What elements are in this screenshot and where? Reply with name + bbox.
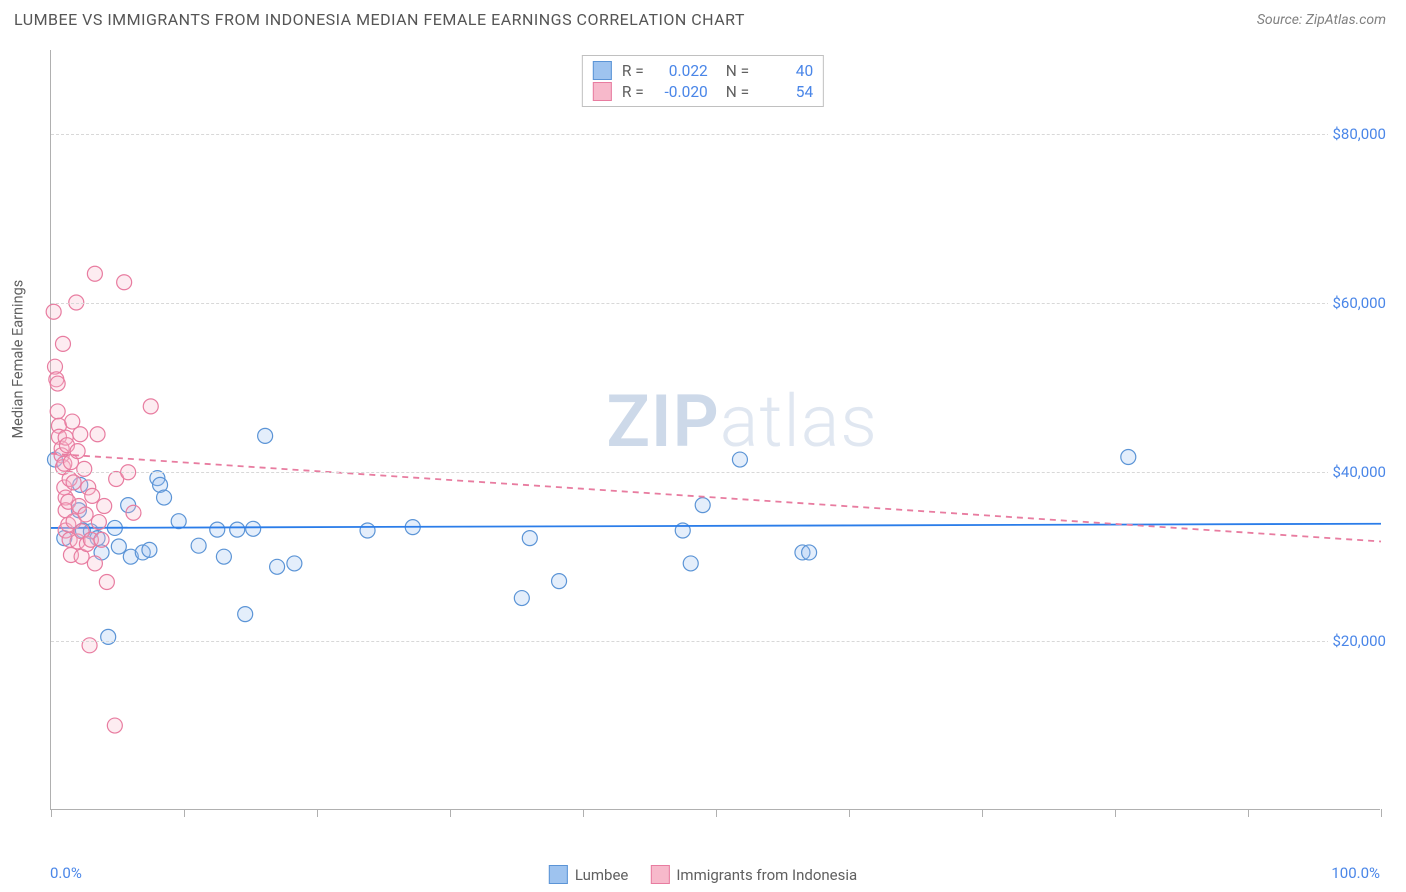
correlation-legend-row: R = 0.022 N = 40 xyxy=(593,60,813,81)
x-tick xyxy=(982,809,983,817)
x-tick xyxy=(317,809,318,817)
data-point xyxy=(258,428,273,443)
data-point xyxy=(99,575,114,590)
grid-line xyxy=(51,472,1380,473)
data-point xyxy=(73,427,88,442)
legend-label: Immigrants from Indonesia xyxy=(676,866,857,884)
x-tick xyxy=(1248,809,1249,817)
scatter-plot-svg xyxy=(51,50,1380,809)
data-point xyxy=(552,574,567,589)
y-axis-title: Median Female Earnings xyxy=(10,280,27,439)
y-tick-label: $40,000 xyxy=(1328,463,1390,481)
grid-line xyxy=(51,303,1380,304)
data-point xyxy=(683,556,698,571)
data-point xyxy=(216,549,231,564)
data-point xyxy=(111,539,126,554)
y-tick-label: $80,000 xyxy=(1328,125,1390,143)
x-tick xyxy=(849,809,850,817)
data-point xyxy=(87,556,102,571)
grid-line xyxy=(51,641,1380,642)
legend-swatch xyxy=(593,61,612,80)
grid-line xyxy=(51,134,1380,135)
data-point xyxy=(157,490,172,505)
data-point xyxy=(142,542,157,557)
x-tick xyxy=(1381,809,1382,817)
data-point xyxy=(238,607,253,622)
y-tick-label: $20,000 xyxy=(1328,632,1390,650)
series-legend: Lumbee Immigrants from Indonesia xyxy=(549,865,857,884)
r-label: R = xyxy=(622,62,644,80)
correlation-legend-row: R = -0.020 N = 54 xyxy=(593,81,813,102)
n-label: N = xyxy=(726,83,749,101)
legend-swatch xyxy=(549,865,568,884)
data-point xyxy=(50,404,65,419)
data-point xyxy=(90,427,105,442)
data-point xyxy=(87,266,102,281)
data-point xyxy=(85,488,100,503)
data-point xyxy=(82,638,97,653)
n-value: 40 xyxy=(759,62,813,80)
n-value: 54 xyxy=(759,83,813,101)
data-point xyxy=(1121,450,1136,465)
x-tick xyxy=(51,809,52,817)
r-value: 0.022 xyxy=(654,62,708,80)
data-point xyxy=(50,376,65,391)
chart-source: Source: ZipAtlas.com xyxy=(1257,12,1386,28)
legend-swatch xyxy=(593,82,612,101)
data-point xyxy=(107,718,122,733)
y-tick-label: $60,000 xyxy=(1328,294,1390,312)
data-point xyxy=(78,507,93,522)
data-point xyxy=(117,275,132,290)
data-point xyxy=(126,505,141,520)
data-point xyxy=(143,399,158,414)
data-point xyxy=(191,538,206,553)
chart-header: LUMBEE VS IMMIGRANTS FROM INDONESIA MEDI… xyxy=(0,0,1406,34)
legend-label: Lumbee xyxy=(575,866,629,884)
r-value: -0.020 xyxy=(654,83,708,101)
data-point xyxy=(46,304,61,319)
r-label: R = xyxy=(622,83,644,101)
x-tick xyxy=(184,809,185,817)
data-point xyxy=(514,591,529,606)
x-axis-end-label: 100.0% xyxy=(1331,864,1380,882)
x-tick xyxy=(1115,809,1116,817)
data-point xyxy=(171,514,186,529)
data-point xyxy=(70,444,85,459)
legend-item: Immigrants from Indonesia xyxy=(650,865,857,884)
data-point xyxy=(55,336,70,351)
chart-title: LUMBEE VS IMMIGRANTS FROM INDONESIA MEDI… xyxy=(14,10,745,29)
data-point xyxy=(66,475,81,490)
chart-plot-area: ZIPatlas $20,000$40,000$60,000$80,000 xyxy=(50,50,1380,810)
data-point xyxy=(695,498,710,513)
data-point xyxy=(91,515,106,530)
x-tick xyxy=(450,809,451,817)
legend-item: Lumbee xyxy=(549,865,629,884)
data-point xyxy=(360,523,375,538)
data-point xyxy=(210,522,225,537)
data-point xyxy=(287,556,302,571)
x-axis-start-label: 0.0% xyxy=(50,864,82,882)
correlation-legend: R = 0.022 N = 40 R = -0.020 N = 54 xyxy=(582,55,824,107)
data-point xyxy=(97,499,112,514)
data-point xyxy=(802,545,817,560)
data-point xyxy=(270,559,285,574)
data-point xyxy=(101,629,116,644)
data-point xyxy=(77,461,92,476)
data-point xyxy=(732,452,747,467)
x-tick xyxy=(583,809,584,817)
data-point xyxy=(522,531,537,546)
data-point xyxy=(230,522,245,537)
legend-swatch xyxy=(650,865,669,884)
data-point xyxy=(246,521,261,536)
data-point xyxy=(94,532,109,547)
n-label: N = xyxy=(726,62,749,80)
x-tick xyxy=(716,809,717,817)
